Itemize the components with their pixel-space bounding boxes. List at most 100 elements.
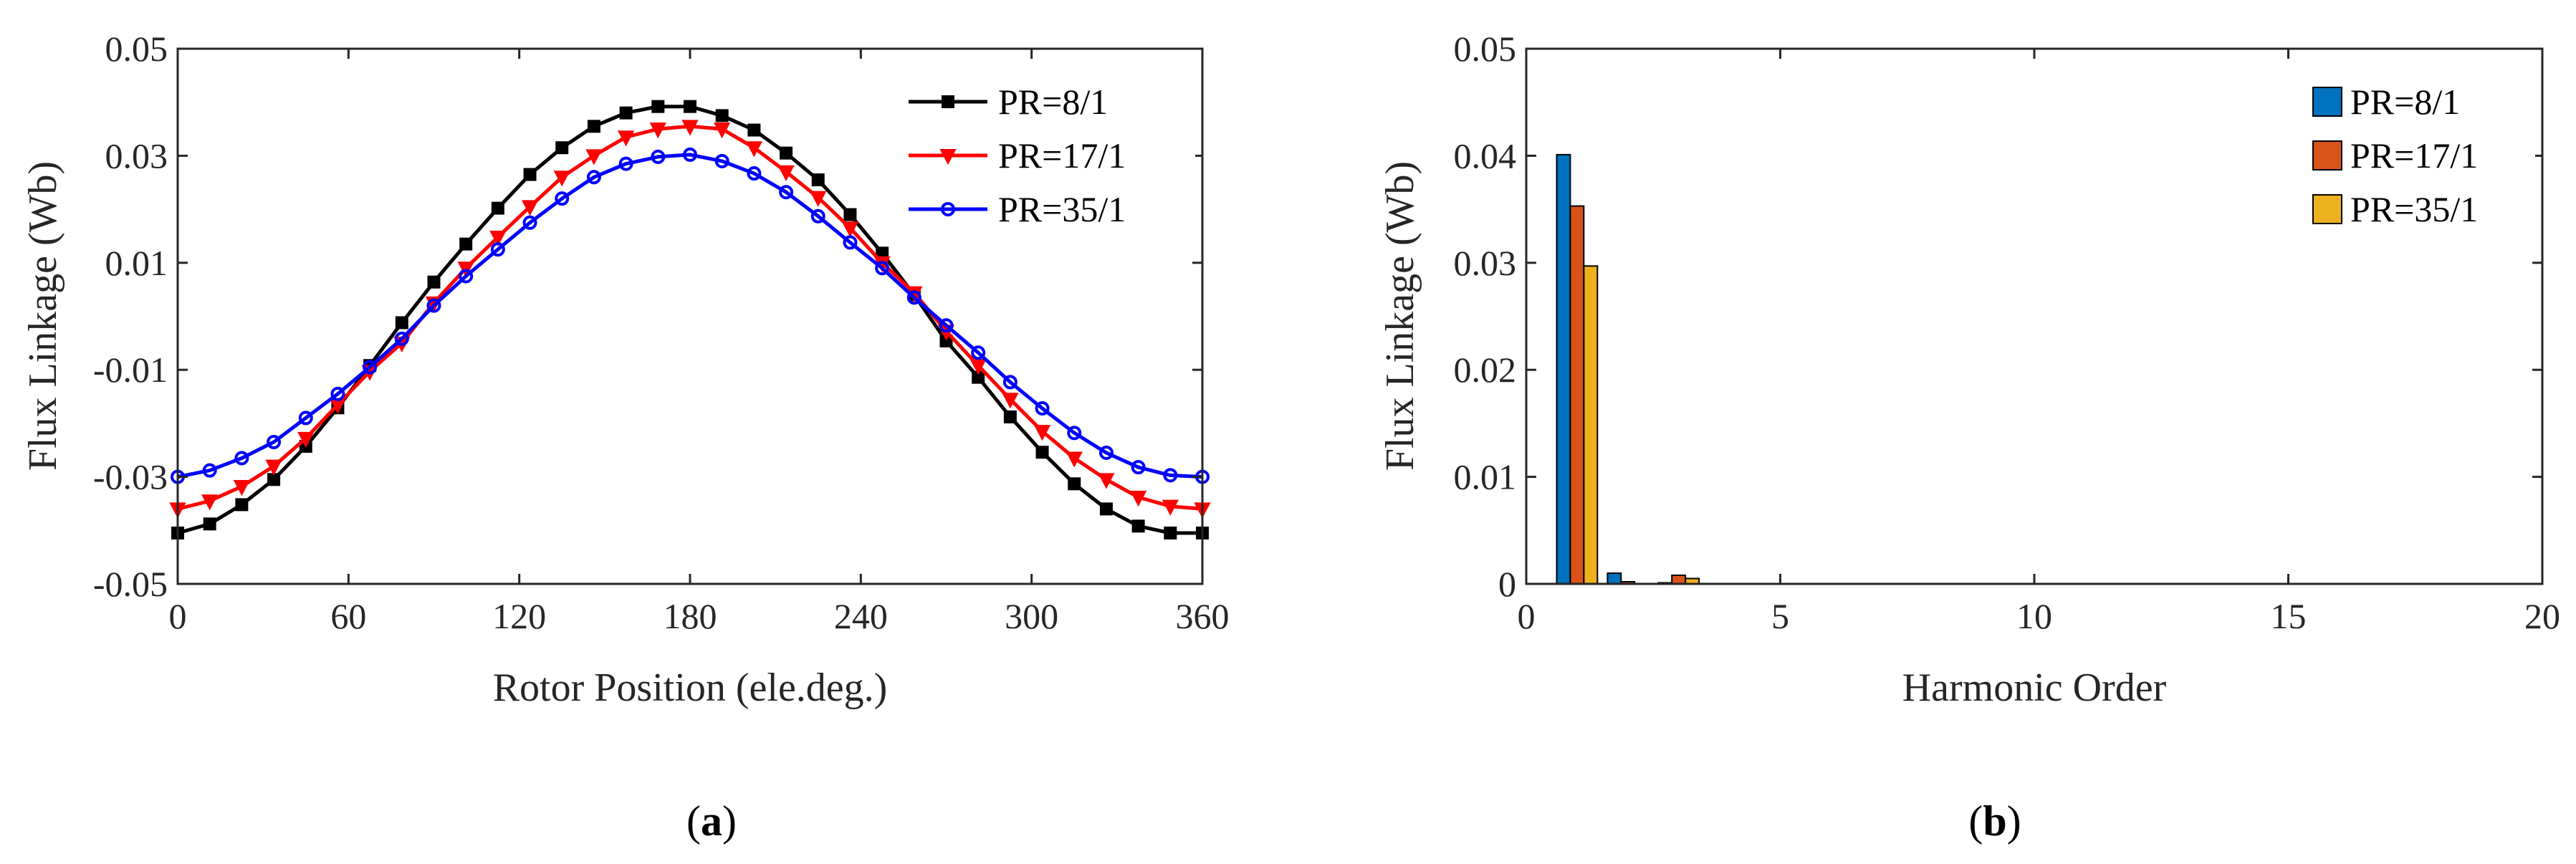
a-series-marker [553, 171, 570, 187]
a-series-marker [714, 123, 731, 139]
b-ytick-label: 0.05 [1454, 29, 1517, 69]
a-series-marker [1002, 393, 1019, 409]
a-series-marker [1066, 451, 1083, 468]
a-series-marker [841, 221, 859, 238]
a-xtick-label: 180 [664, 596, 717, 636]
a-series-marker [651, 149, 666, 164]
a-series-marker [394, 331, 409, 346]
b-xtick-label: 5 [1771, 596, 1789, 636]
b-bar-h1-s2 [1569, 205, 1585, 585]
b-xtick-label: 20 [2524, 596, 2560, 636]
b-bar-h1-s1 [1556, 153, 1571, 585]
a-series-marker [298, 411, 313, 426]
a-legend-marker [939, 149, 957, 165]
a-legend-label: PR=17/1 [998, 135, 1126, 176]
a-series-marker [649, 123, 666, 139]
a-series-marker [585, 149, 603, 165]
b-ytick-label: 0.02 [1454, 350, 1517, 390]
a-series-marker [777, 165, 795, 181]
b-legend-swatch [2312, 194, 2342, 224]
a-series-marker [1035, 446, 1049, 459]
a-legend-label: PR=35/1 [998, 189, 1126, 229]
a-series-marker [202, 463, 217, 478]
a-ytick-label: 0.03 [105, 135, 168, 176]
a-series-marker [683, 147, 697, 162]
a-ticks [176, 47, 1204, 585]
a-xtick-label: 300 [1005, 596, 1058, 636]
a-xtick-label: 0 [169, 596, 187, 636]
a-series-marker [297, 431, 315, 448]
a-series-marker [235, 498, 249, 512]
a-xtick-label: 360 [1176, 596, 1230, 636]
a-series-marker [1131, 519, 1145, 533]
a-series-marker [714, 153, 729, 168]
panel-b-bar-chart: 0 5 10 15 20 0 0.01 0.02 0.03 0.04 0.05 Harmonic … [1378, 29, 2560, 845]
a-y-axis-label: Flux Linkage (Wb) [21, 161, 65, 471]
a-series-marker [747, 123, 761, 137]
b-xtick-label: 10 [2016, 596, 2052, 636]
b-bars [1556, 153, 1700, 585]
b-legend: PR=8/1 PR=17/1 PR=35/1 [2306, 80, 2535, 238]
a-series-marker [745, 141, 763, 158]
a-series-marker [843, 235, 858, 250]
a-legend: PR=8/1 PR=17/1 PR=35/1 [901, 80, 1195, 238]
a-ytick-label: -0.05 [93, 564, 168, 604]
a-series-marker [681, 120, 699, 136]
b-y-axis-label: Flux Linkage (Wb) [1378, 161, 1422, 471]
a-series-marker [875, 261, 890, 276]
a-series-marker [810, 208, 825, 224]
a-ytick-label: 0.05 [105, 29, 168, 69]
a-series-marker [810, 191, 827, 207]
a-series-marker [1099, 502, 1113, 516]
a-series-marker [523, 168, 537, 181]
a-series-marker [906, 290, 921, 305]
a-series-marker [1035, 400, 1050, 416]
b-ytick-labels: 0 0.01 0.02 0.03 0.04 0.05 [1454, 29, 1517, 604]
b-legend-entry-2: PR=17/1 [2312, 135, 2478, 176]
a-series-marker [1002, 375, 1018, 390]
b-legend-box [2306, 80, 2535, 238]
b-ytick-label: 0.03 [1454, 243, 1517, 283]
a-x-axis-label: Rotor Position (ele.deg.) [493, 666, 888, 710]
a-series-marker [747, 166, 762, 181]
a-series-marker [1163, 468, 1178, 483]
b-legend-swatch [2312, 87, 2342, 117]
a-series-marker [780, 146, 793, 160]
a-series-marker [1129, 490, 1147, 507]
b-legend-label: PR=17/1 [2350, 135, 2478, 176]
a-series-marker [426, 298, 441, 313]
a-series-marker [395, 316, 408, 330]
a-series-marker [617, 130, 635, 147]
a-xtick-labels: 0 60 120 180 240 300 360 [169, 596, 1230, 636]
b-ticks [1525, 47, 2544, 585]
a-series-marker [555, 191, 570, 206]
a-legend-entry-3: PR=35/1 [909, 189, 1126, 229]
a-series-marker [1033, 425, 1051, 441]
b-xtick-label: 0 [1518, 596, 1536, 636]
a-ytick-labels: -0.05 -0.03 -0.01 0.01 0.03 0.05 [93, 29, 168, 604]
b-legend-entry-1: PR=8/1 [2312, 82, 2460, 122]
a-series-layer [169, 100, 1211, 540]
a-series-marker [971, 345, 986, 360]
a-series-marker [201, 494, 219, 511]
a-series-marker [1164, 527, 1177, 540]
a-series-marker [651, 100, 665, 113]
b-xtick-labels: 0 5 10 15 20 [1518, 596, 2561, 636]
b-ytick-label: 0.01 [1454, 457, 1517, 497]
a-ytick-label: -0.03 [93, 457, 168, 497]
a-series-marker [843, 208, 857, 221]
a-series-marker [265, 459, 282, 476]
a-series-marker [619, 106, 633, 120]
panel-a-line-chart: 0 60 120 180 240 300 360 -0.05 -0.03 -0.01 0.01 0.… [21, 29, 1230, 845]
b-legend-entry-3: PR=35/1 [2312, 189, 2478, 229]
b-xtick-label: 15 [2271, 596, 2307, 636]
a-series-marker [779, 185, 794, 200]
a-series-marker [522, 215, 537, 230]
b-ytick-label: 0 [1498, 564, 1516, 604]
a-series-marker [490, 242, 505, 257]
a-series-marker [684, 100, 696, 113]
a-ytick-label: -0.01 [93, 350, 168, 390]
a-series-marker [1068, 477, 1081, 491]
